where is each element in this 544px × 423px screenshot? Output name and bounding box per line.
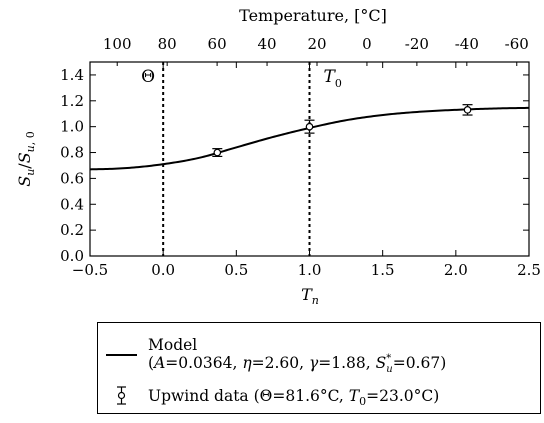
legend-box: [97, 322, 541, 414]
top-tick-label: -40: [455, 35, 479, 53]
y-tick-label: 1.4: [60, 66, 84, 84]
y-tick-label: 1.0: [60, 118, 84, 136]
legend-data-label: Upwind data (Θ=81.6°C, T0=23.0°C): [148, 387, 439, 408]
plot: −0.5 0.0 0.5 1.0 1.5 2.0 2.50.00.20.40.60.81.0…: [60, 61, 541, 279]
y-tick-label: 0.8: [60, 144, 84, 162]
data-marker: [305, 122, 314, 131]
top-axis-label: Temperature, [°C]: [239, 6, 387, 25]
top-tick-label: 80: [158, 35, 177, 53]
top-tick-label: 40: [258, 35, 277, 53]
x-tick-label: 0.0: [151, 261, 175, 279]
top-tick-label: 100: [103, 35, 132, 53]
data-marker: [213, 148, 222, 157]
legend-model-label: Model: [148, 336, 197, 354]
y-tick-label: 0.0: [60, 247, 84, 265]
x-tick-label: −0.5: [72, 261, 108, 279]
legend-data-swatch: [117, 386, 126, 405]
legend: Model (A=0.0364, η=2.60, γ=1.88, S* u=0.6…: [97, 322, 541, 414]
x-tick-label: 1.5: [371, 261, 395, 279]
y-tick-label: 1.2: [60, 92, 84, 110]
y-tick-label: 0.4: [60, 195, 84, 213]
vline-label-t0: T0: [324, 67, 342, 90]
y-axis-label: Su/Su, 0: [15, 131, 37, 187]
y-tick-label: 0.2: [60, 221, 84, 239]
data-marker: [463, 106, 472, 114]
top-tick-label: 60: [208, 35, 227, 53]
top-tick-label: 0: [362, 35, 372, 53]
legend-model-params: (A=0.0364, η=2.60, γ=1.88, S* u=0.67): [148, 353, 446, 375]
x-tick-label: 0.5: [224, 261, 248, 279]
y-tick-label: 0.6: [60, 169, 84, 187]
x-tick-label: 1.0: [298, 261, 322, 279]
vline-label-theta: Θ: [141, 67, 155, 87]
data-point: [212, 148, 223, 158]
data-point: [304, 119, 315, 134]
top-tick-label: 20: [307, 35, 326, 53]
top-axis-ticks: 100 80 60 40 20 0 -20 -40 -60: [103, 35, 529, 66]
x-tick-label: 2.5: [517, 261, 541, 279]
x-tick-label: 2.0: [444, 261, 468, 279]
plot-area: [16, 63, 17, 64]
top-tick-label: -60: [505, 35, 529, 53]
top-tick-label: -20: [405, 35, 429, 53]
x-axis-label: Tn: [301, 285, 319, 307]
data-point: [462, 104, 473, 116]
